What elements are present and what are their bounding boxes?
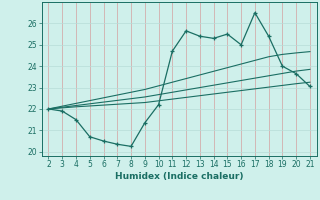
X-axis label: Humidex (Indice chaleur): Humidex (Indice chaleur) (115, 172, 244, 181)
